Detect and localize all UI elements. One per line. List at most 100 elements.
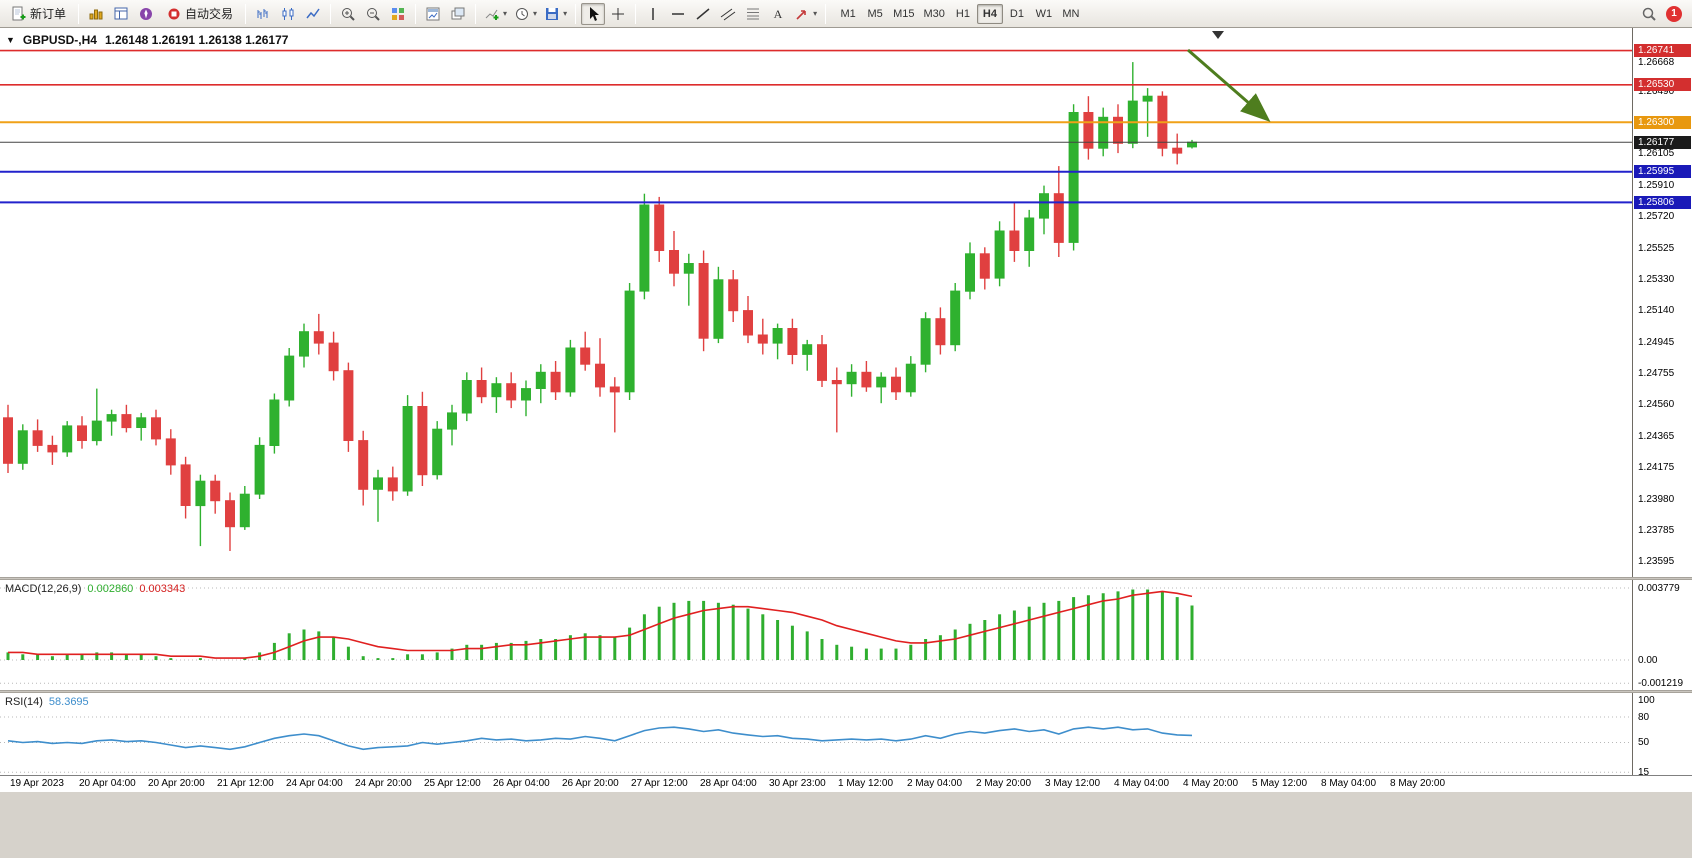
auto-trading-icon xyxy=(166,6,182,22)
rsi-axis[interactable]: 100 80 50 15 xyxy=(1632,693,1692,775)
price-axis-label: 1.23785 xyxy=(1638,525,1675,537)
trendline-button[interactable] xyxy=(691,3,715,25)
macd-axis-label: -0.001219 xyxy=(1638,677,1684,689)
vertical-line-button[interactable] xyxy=(641,3,665,25)
search-button[interactable] xyxy=(1637,3,1661,25)
time-axis-label: 1 May 12:00 xyxy=(838,778,894,789)
time-axis-label: 24 Apr 20:00 xyxy=(355,778,412,789)
auto-trading-button[interactable]: 自动交易 xyxy=(159,3,240,25)
channel-button[interactable] xyxy=(716,3,740,25)
chevron-down-icon: ▾ xyxy=(813,8,818,18)
price-line-badge: 1.25806 xyxy=(1634,195,1691,209)
price-axis-label: 1.25720 xyxy=(1638,210,1675,222)
time-axis-label: 21 Apr 12:00 xyxy=(217,778,274,789)
price-axis-label: 1.25140 xyxy=(1638,305,1675,317)
periods-clock-icon xyxy=(514,6,530,22)
bar-chart-button[interactable] xyxy=(251,3,275,25)
price-chart-panel[interactable]: ▼ GBPUSD-,H4 1.26148 1.26191 1.26138 1.2… xyxy=(0,28,1632,577)
macd-axis-label: 0.00 xyxy=(1638,654,1658,666)
templates-button[interactable]: ▾ xyxy=(541,3,570,25)
price-line-badge: 1.26300 xyxy=(1634,115,1691,129)
time-axis-label: 4 May 04:00 xyxy=(1114,778,1170,789)
periods-button[interactable]: ▾ xyxy=(511,3,540,25)
symbol-period-label: GBPUSD-,H4 xyxy=(22,33,97,47)
time-axis-label: 24 Apr 04:00 xyxy=(286,778,343,789)
timeframe-m30-button[interactable]: M30 xyxy=(923,7,945,20)
time-axis-label: 2 May 20:00 xyxy=(976,778,1032,789)
price-axis-label: 1.23595 xyxy=(1638,556,1675,568)
timeframe-mn-button[interactable]: MN xyxy=(1062,7,1080,20)
rsi-panel[interactable]: RSI(14) 58.3695 xyxy=(0,693,1632,775)
time-axis-label: 8 May 04:00 xyxy=(1321,778,1377,789)
timeframe-h1-button[interactable]: H1 xyxy=(955,7,970,20)
rsi-value: 58.3695 xyxy=(48,696,89,708)
auto-trading-label: 自动交易 xyxy=(185,7,234,21)
toolbar-separator xyxy=(78,3,80,24)
price-axis-label: 1.24560 xyxy=(1638,399,1675,411)
timeframe-h4-button[interactable]: H4 xyxy=(976,3,1003,24)
horizontal-line-button[interactable] xyxy=(666,3,690,25)
rsi-axis-label: 80 xyxy=(1638,711,1650,723)
tile-windows-button[interactable] xyxy=(386,3,410,25)
timeframe-m5-button[interactable]: M5 xyxy=(867,7,883,20)
arrows-tool-icon xyxy=(794,6,810,22)
rsi-axis-label: 100 xyxy=(1638,694,1655,706)
price-axis[interactable]: 1.26668 1.26490 1.26105 1.25910 1.25720 1.255… xyxy=(1632,28,1692,577)
candlestick-chart-button[interactable] xyxy=(276,3,300,25)
time-axis-label: 8 May 20:00 xyxy=(1390,778,1446,789)
timeframe-d1-button[interactable]: D1 xyxy=(1009,7,1024,20)
indicators-button[interactable]: ▾ xyxy=(481,3,510,25)
macd-panel[interactable]: MACD(12,26,9) 0.002860 0.003343 xyxy=(0,580,1632,690)
text-tool-button[interactable]: A xyxy=(766,3,790,25)
chevron-down-icon: ▾ xyxy=(563,8,568,18)
time-axis-label: 27 Apr 12:00 xyxy=(631,778,688,789)
time-axis-label: 26 Apr 20:00 xyxy=(562,778,619,789)
zoom-out-icon xyxy=(365,6,381,22)
price-axis-label: 1.25910 xyxy=(1638,180,1675,192)
cascade-windows-button[interactable] xyxy=(446,3,470,25)
line-chart-button[interactable] xyxy=(301,3,325,25)
new-order-button[interactable]: 新订单 xyxy=(4,3,73,25)
data-window-icon xyxy=(113,6,129,22)
time-axis[interactable]: 19 Apr 2023 20 Apr 04:00 20 Apr 20:00 21 Ap… xyxy=(0,775,1692,792)
crosshair-button[interactable] xyxy=(606,3,630,25)
arrows-tool-button[interactable]: ▾ xyxy=(791,3,820,25)
arrange-windows-icon xyxy=(425,6,441,22)
panel-separator[interactable] xyxy=(0,577,1692,580)
navigator-button[interactable] xyxy=(134,3,158,25)
toolbar-separator xyxy=(330,3,332,24)
arrange-windows-button[interactable] xyxy=(421,3,445,25)
macd-axis[interactable]: 0.003779 0.00 -0.001219 xyxy=(1632,580,1692,690)
timeframe-m1-button[interactable]: M1 xyxy=(840,7,856,20)
text-tool-icon: A xyxy=(770,6,786,22)
vertical-line-icon xyxy=(645,6,661,22)
zoom-in-button[interactable] xyxy=(336,3,360,25)
price-line-badge: 1.26741 xyxy=(1634,44,1691,58)
notification-badge[interactable]: 1 xyxy=(1666,5,1682,22)
timeframe-m15-button[interactable]: M15 xyxy=(893,7,915,20)
rsi-axis-label: 15 xyxy=(1638,766,1650,775)
time-axis-label: 25 Apr 12:00 xyxy=(424,778,481,789)
market-watch-button[interactable] xyxy=(84,3,108,25)
fibonacci-button[interactable] xyxy=(741,3,765,25)
toolbar-separator xyxy=(245,3,247,24)
price-axis-label: 1.26668 xyxy=(1638,56,1675,68)
timeframe-w1-button[interactable]: W1 xyxy=(1035,7,1053,20)
data-window-button[interactable] xyxy=(109,3,133,25)
toolbar-separator xyxy=(635,3,637,24)
indicators-add-icon xyxy=(484,6,500,22)
time-axis-label: 20 Apr 04:00 xyxy=(79,778,136,789)
macd-signal-value: 0.003343 xyxy=(139,583,186,595)
time-axis-label: 20 Apr 20:00 xyxy=(148,778,205,789)
time-axis-label: 30 Apr 23:00 xyxy=(769,778,826,789)
quote-ohlc-label: 1.26148 1.26191 1.26138 1.26177 xyxy=(104,33,289,47)
timeframe-toolbar: M1 M5 M15 M30 H1 H4 D1 W1 MN xyxy=(835,3,1084,24)
main-toolbar: 新订单 自动交易 ▾ ▾ ▾ A ▾ xyxy=(0,0,1692,28)
cursor-button[interactable] xyxy=(581,2,606,25)
window-background xyxy=(0,792,1692,858)
panel-separator[interactable] xyxy=(0,690,1692,693)
one-click-trading-arrow[interactable]: ▼ xyxy=(6,35,15,45)
zoom-out-button[interactable] xyxy=(361,3,385,25)
candlestick-chart-icon xyxy=(280,6,296,22)
